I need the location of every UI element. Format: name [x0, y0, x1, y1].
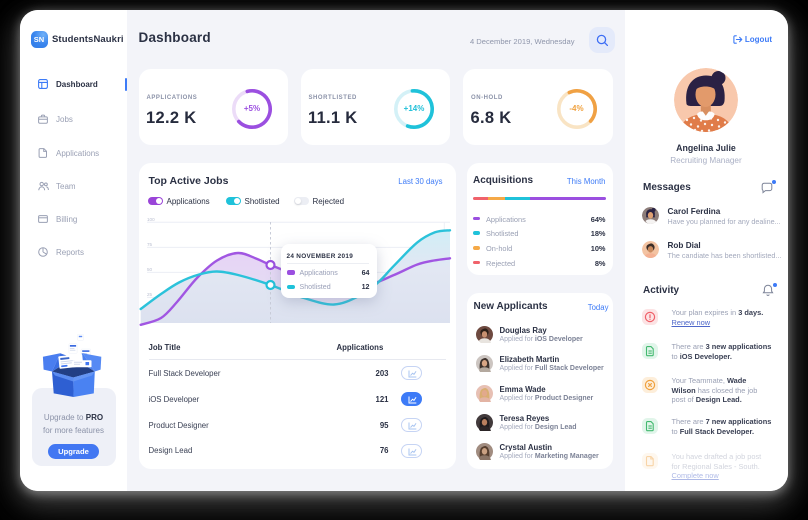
svg-text:25: 25 [147, 292, 153, 297]
svg-text:100: 100 [147, 217, 155, 222]
svg-text:75: 75 [147, 242, 153, 247]
svg-text:50: 50 [147, 267, 153, 272]
